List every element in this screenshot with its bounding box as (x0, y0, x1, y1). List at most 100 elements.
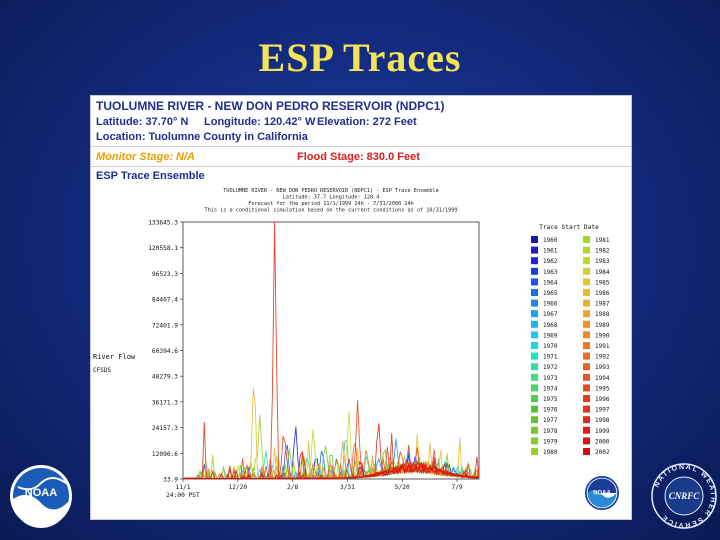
legend-swatch (583, 373, 590, 381)
legend-swatch (583, 448, 590, 455)
legend-label: 1983 (595, 258, 610, 265)
legend-swatch (583, 395, 590, 402)
station-elevation: Elevation: 272 Feet (317, 116, 417, 128)
legend-swatch (531, 352, 538, 360)
legend-label: 1966 (543, 301, 558, 308)
legend-label: 1995 (595, 385, 610, 392)
x-start-time: 24:00 PST (166, 492, 200, 499)
legend-label: 1962 (543, 258, 558, 265)
legend-swatch (531, 289, 538, 296)
legend-swatch (531, 257, 538, 265)
legend-swatch (531, 320, 538, 328)
legend-swatch (583, 246, 590, 254)
legend-swatch (583, 384, 590, 392)
legend-swatch (531, 267, 538, 275)
legend-label: 1986 (595, 290, 610, 297)
chart-title: TUOLUMNE RIVER - NEW DON PEDRO RESERVOIR… (205, 188, 458, 214)
slide-title: ESP Traces (258, 35, 462, 80)
legend-swatch (583, 437, 590, 445)
legend[interactable]: Trace Start Date 1960 1961 1962 1963 1964 1965… (531, 224, 610, 456)
legend-swatch (531, 437, 538, 445)
legend-swatch (583, 320, 590, 328)
y-tick-label: 33.9 (163, 477, 178, 484)
legend-swatch (531, 310, 538, 318)
legend-swatch (583, 416, 590, 424)
legend-swatch (531, 331, 538, 339)
legend-label: 1999 (595, 428, 610, 435)
esp-trace-chart: TUOLUMNE RIVER - NEW DON PEDRO RESERVOIR… (93, 188, 610, 499)
y-tick-label: 96523.3 (152, 271, 178, 278)
legend-label: 1977 (543, 417, 558, 424)
legend-label: 1997 (595, 407, 610, 414)
chart-title-line: TUOLUMNE RIVER - NEW DON PEDRO RESERVOIR… (223, 188, 439, 194)
y-axis: 133645.3 120558.1 96523.3 84407.4 72401.9 603… (148, 220, 183, 484)
legend-swatch (583, 426, 590, 434)
legend-label: 1968 (543, 322, 558, 329)
legend-label: 1980 (543, 449, 558, 456)
forecast-panel: TUOLUMNE RIVER - NEW DON PEDRO RESERVOIR… (90, 95, 632, 520)
legend-title: Trace Start Date (539, 224, 599, 231)
nws-cnrfc-logo-icon: NATIONAL WEATHER SERVICE CNRFC (651, 463, 717, 529)
plot-frame (182, 221, 480, 480)
legend-swatch (531, 246, 538, 254)
legend-swatch (583, 310, 590, 318)
legend-swatch (583, 278, 590, 286)
legend-swatch (531, 395, 538, 402)
legend-label: 2002 (595, 449, 610, 456)
y-tick-label: 120558.1 (148, 245, 178, 252)
section-heading: ESP Trace Ensemble (96, 170, 205, 182)
y-tick-label: 12096.6 (152, 451, 178, 458)
legend-label: 1970 (543, 343, 558, 350)
legend-label: 1991 (595, 343, 610, 350)
legend-label: 1994 (595, 375, 610, 382)
legend-swatch (531, 299, 538, 307)
legend-label: 1985 (595, 279, 610, 286)
legend-label: 1974 (543, 385, 558, 392)
x-tick-label: 7/9 (451, 484, 462, 491)
legend-label: 1975 (543, 396, 558, 403)
legend-swatch (583, 236, 590, 243)
legend-swatch (583, 331, 590, 339)
legend-swatch (531, 426, 538, 434)
logo-text: NOAA (25, 487, 57, 499)
legend-label: 1989 (595, 322, 610, 329)
legend-label: 1961 (543, 248, 558, 255)
logo-text: CNRFC (669, 491, 701, 501)
legend-label: 1988 (595, 311, 610, 318)
legend-swatch (531, 373, 538, 381)
chart-title-line: Latitude: 37.7 Longitude: 120.4 (283, 195, 380, 201)
legend-label: 1963 (543, 269, 558, 276)
y-tick-label: 84407.4 (152, 297, 178, 304)
legend-swatch (531, 278, 538, 286)
series-line (182, 461, 480, 480)
x-tick-label: 2/8 (287, 484, 298, 491)
y-tick-label: 48279.3 (152, 374, 178, 381)
y-tick-label: 60394.6 (152, 348, 178, 355)
x-tick-label: 3/31 (340, 484, 355, 491)
logo-text: NOAA (593, 491, 611, 497)
legend-label: 1978 (543, 428, 558, 435)
noaa-logo-small-icon: NOAA (585, 476, 619, 510)
y-tick-label: 133645.3 (148, 220, 178, 227)
x-tick-label: 5/20 (395, 484, 410, 491)
legend-label: 1996 (595, 396, 610, 403)
legend-label: 1967 (543, 311, 558, 318)
legend-label: 2000 (595, 438, 610, 445)
legend-swatch (583, 289, 590, 296)
legend-swatch (531, 236, 538, 243)
legend-label: 1981 (595, 237, 610, 244)
legend-label: 1993 (595, 364, 610, 371)
legend-swatch (583, 363, 590, 371)
legend-swatch (583, 352, 590, 360)
legend-label: 1972 (543, 364, 558, 371)
y-axis-unit: CFSDS (93, 367, 111, 374)
legend-label: 1984 (595, 269, 610, 276)
divider (91, 146, 631, 147)
x-axis: 11/1 12/20 2/8 3/31 5/20 7/9 24:00 PST (166, 479, 463, 499)
legend-label: 1976 (543, 407, 558, 414)
legend-swatch (531, 448, 538, 455)
divider (91, 166, 631, 167)
legend-label: 1998 (595, 417, 610, 424)
series-lines (182, 221, 480, 480)
legend-label: 1973 (543, 375, 558, 382)
